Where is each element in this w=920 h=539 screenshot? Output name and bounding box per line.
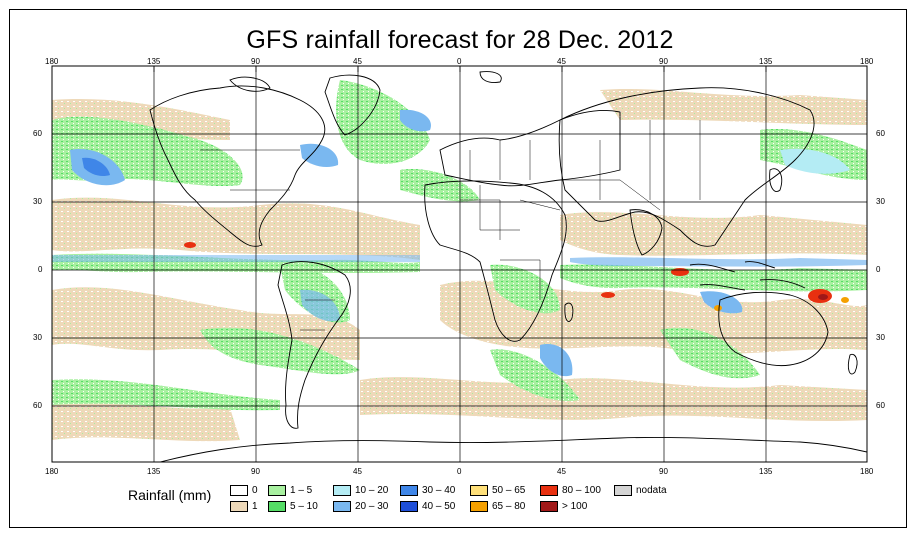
legend-item: 65 – 80: [470, 500, 525, 513]
legend-swatch: [540, 501, 558, 512]
legend-label: 10 – 20: [355, 485, 389, 496]
lat-tick-left: 60: [33, 129, 42, 138]
lon-tick-top: 90: [251, 57, 260, 66]
lat-tick-left: 30: [33, 333, 42, 342]
map-title: GFS rainfall forecast for 28 Dec. 2012: [246, 26, 674, 54]
legend-swatch: [268, 501, 286, 512]
legend-swatch: [470, 501, 488, 512]
legend-swatch: [614, 485, 632, 496]
legend-swatch: [400, 485, 418, 496]
lat-tick-left: 0: [38, 265, 43, 274]
map-border: [51, 65, 868, 463]
legend-item: 5 – 10: [268, 500, 318, 513]
legend-item: 0: [230, 484, 258, 497]
lat-tick-right: 30: [876, 197, 885, 206]
tick-marks: [51, 66, 868, 72]
country-borders: [200, 120, 701, 331]
legend-item: 1: [230, 500, 258, 513]
lon-tick-bottom: 0: [457, 467, 462, 476]
lon-tick-bottom: 135: [147, 467, 161, 476]
legend-item: 80 – 100: [540, 484, 601, 497]
rainfall-heavy-cells: [184, 242, 849, 311]
lon-tick-top: 180: [860, 57, 874, 66]
legend-label: 1: [252, 501, 258, 512]
legend-label: nodata: [636, 485, 667, 496]
graticule: [52, 66, 867, 462]
lon-tick-top: 45: [353, 57, 362, 66]
lon-tick-bottom: 45: [353, 467, 362, 476]
lon-tick-bottom: 90: [251, 467, 260, 476]
lon-tick-top: 135: [147, 57, 161, 66]
legend-item: 30 – 40: [400, 484, 455, 497]
legend-item: 20 – 30: [333, 500, 388, 513]
lat-tick-left: 30: [33, 197, 42, 206]
legend-label: 50 – 65: [492, 485, 526, 496]
legend-label: 0: [252, 485, 258, 496]
legend-swatch: [470, 485, 488, 496]
legend-item: 1 – 5: [268, 484, 312, 497]
lon-tick-bottom: 90: [659, 467, 668, 476]
legend-swatch: [333, 501, 351, 512]
legend-label: 80 – 100: [562, 485, 601, 496]
legend-swatch: [540, 485, 558, 496]
lat-tick-right: 60: [876, 129, 885, 138]
lon-tick-top: 135: [759, 57, 773, 66]
lon-tick-bottom: 45: [557, 467, 566, 476]
legend-swatch: [230, 501, 248, 512]
lon-tick-bottom: 180: [45, 467, 59, 476]
legend-label: 30 – 40: [422, 485, 456, 496]
legend-label: 1 – 5: [290, 485, 313, 496]
legend-title: Rainfall (mm): [128, 487, 212, 503]
legend-label: 5 – 10: [290, 501, 318, 512]
legend-swatch: [333, 485, 351, 496]
lon-tick-top: 180: [45, 57, 59, 66]
rainfall-field: [52, 71, 867, 462]
lat-tick-right: 30: [876, 333, 885, 342]
legend-label: 20 – 30: [355, 501, 389, 512]
legend-item: 10 – 20: [333, 484, 388, 497]
legend-swatch: [268, 485, 286, 496]
legend-item: 40 – 50: [400, 500, 455, 513]
coastlines: [149, 71, 867, 462]
lat-tick-left: 60: [33, 401, 42, 410]
figure-frame: [9, 9, 907, 528]
lon-tick-top: 0: [457, 57, 462, 66]
lon-tick-top: 90: [659, 57, 668, 66]
lat-tick-right: 0: [876, 265, 881, 274]
lon-tick-bottom: 135: [759, 467, 773, 476]
legend-swatch: [400, 501, 418, 512]
lon-tick-top: 45: [557, 57, 566, 66]
lon-tick-bottom: 180: [860, 467, 874, 476]
legend-label: > 100: [562, 501, 588, 512]
legend-item: nodata: [614, 484, 667, 497]
legend-label: 40 – 50: [422, 501, 456, 512]
rainfall-10-40mm-areas: [52, 109, 867, 377]
legend-swatch: [230, 485, 248, 496]
legend-item: 50 – 65: [470, 484, 525, 497]
legend-item: > 100: [540, 500, 587, 513]
lat-tick-right: 60: [876, 401, 885, 410]
legend-label: 65 – 80: [492, 501, 526, 512]
